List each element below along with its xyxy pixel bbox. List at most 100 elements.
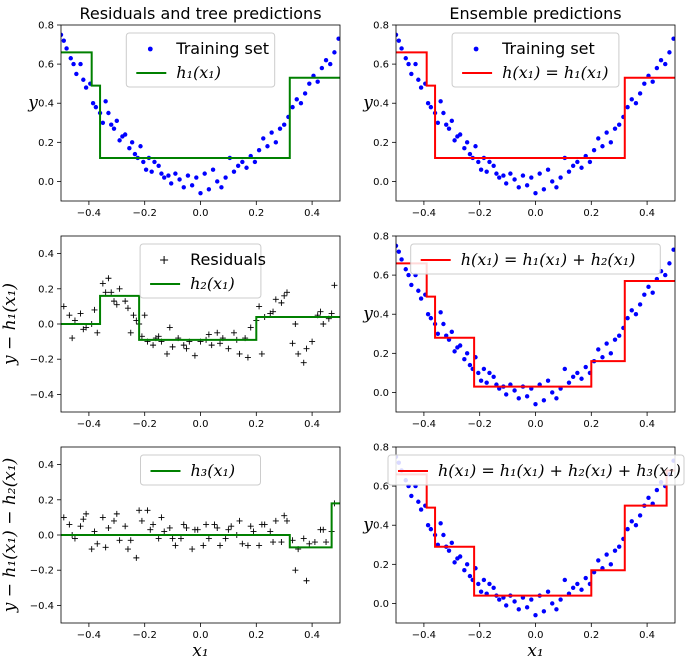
training-point: [467, 573, 473, 579]
training-point: [399, 257, 404, 262]
residual-point: [283, 289, 290, 296]
residual-point: [214, 524, 221, 531]
residual-point: [122, 523, 129, 530]
residual-point: [189, 546, 196, 553]
x-tick-label: −0.4: [77, 630, 101, 641]
training-point: [428, 315, 434, 321]
residual-point: [191, 352, 198, 359]
training-point: [504, 181, 509, 186]
training-point: [478, 378, 484, 383]
training-point: [428, 104, 434, 110]
plot-content: [61, 275, 340, 366]
training-point: [143, 167, 149, 172]
training-point: [516, 185, 521, 190]
training-point: [425, 101, 431, 106]
training-point: [457, 343, 463, 348]
x-tick-label: 0.2: [583, 419, 599, 430]
training-point: [416, 499, 421, 504]
legend-box: [451, 32, 620, 88]
training-point: [491, 585, 496, 590]
training-point: [545, 167, 551, 172]
prediction-step-line: [396, 469, 675, 597]
x-tick-label: 0.2: [248, 630, 264, 641]
x-tick-label: 0.0: [193, 630, 209, 641]
residual-point: [71, 535, 78, 542]
training-point: [650, 290, 655, 295]
prediction-step-line: [61, 502, 340, 549]
training-point: [579, 376, 584, 381]
legend-marker-point: [473, 46, 479, 52]
training-point: [524, 394, 530, 399]
training-point: [425, 523, 431, 528]
training-point: [633, 101, 639, 106]
training-point: [494, 171, 499, 176]
residual-point: [205, 331, 212, 338]
y-tick-label: 0.8: [373, 232, 389, 243]
residual-point: [177, 535, 184, 542]
training-point: [403, 56, 408, 61]
training-point: [554, 396, 559, 401]
y-tick-label: 0.4: [38, 249, 54, 260]
y-tick-label: 0.2: [373, 560, 389, 571]
training-point: [491, 163, 496, 168]
residual-point: [283, 517, 290, 524]
training-point: [141, 159, 146, 165]
residual-point: [155, 333, 162, 340]
training-point: [269, 130, 274, 135]
training-point: [579, 165, 584, 170]
residual-point: [256, 303, 263, 310]
training-point: [671, 247, 675, 252]
training-point: [399, 46, 404, 51]
residual-point: [124, 305, 131, 312]
residual-point: [200, 542, 207, 549]
x-tick-label: 0.4: [639, 419, 655, 430]
training-point: [444, 122, 449, 127]
residual-point: [94, 329, 101, 336]
training-point: [570, 374, 576, 379]
residual-point: [267, 528, 274, 535]
training-point: [189, 183, 195, 188]
training-point: [441, 110, 446, 116]
training-point: [446, 126, 452, 131]
training-point: [396, 249, 401, 254]
training-point: [654, 487, 660, 493]
training-point: [604, 130, 609, 135]
residual-point: [166, 324, 173, 331]
residual-point: [88, 546, 95, 553]
y-axis-label: y: [362, 93, 373, 113]
training-point: [497, 597, 502, 602]
residual-point: [247, 523, 254, 530]
training-point: [570, 585, 576, 590]
residual-point: [80, 326, 87, 333]
training-point: [452, 138, 457, 143]
training-point: [122, 132, 128, 137]
training-point: [596, 136, 601, 141]
training-point: [265, 144, 270, 149]
y-tick-label: 0.6: [373, 482, 389, 493]
training-point: [476, 581, 481, 587]
training-point: [575, 370, 580, 376]
training-point: [169, 181, 174, 186]
training-point: [481, 366, 487, 372]
training-point: [83, 85, 89, 90]
training-point: [206, 187, 212, 192]
residual-point: [244, 354, 251, 361]
residual-point: [83, 510, 90, 517]
x-axis-label: x₁: [192, 641, 208, 661]
x-tick-label: −0.2: [133, 630, 157, 641]
training-point: [550, 601, 555, 606]
x-axis-label: x₁: [527, 641, 543, 661]
residual-point: [61, 303, 67, 310]
training-point: [501, 173, 506, 178]
y-tick-label: 0.0: [373, 177, 389, 188]
training-point: [127, 146, 132, 151]
training-point: [587, 159, 593, 165]
training-point: [202, 171, 207, 176]
residual-point: [105, 275, 112, 282]
training-point: [476, 370, 481, 376]
training-point: [629, 97, 634, 102]
residual-point: [116, 285, 123, 292]
axes-frame: [60, 24, 341, 202]
y-axis-label: y: [362, 515, 373, 535]
